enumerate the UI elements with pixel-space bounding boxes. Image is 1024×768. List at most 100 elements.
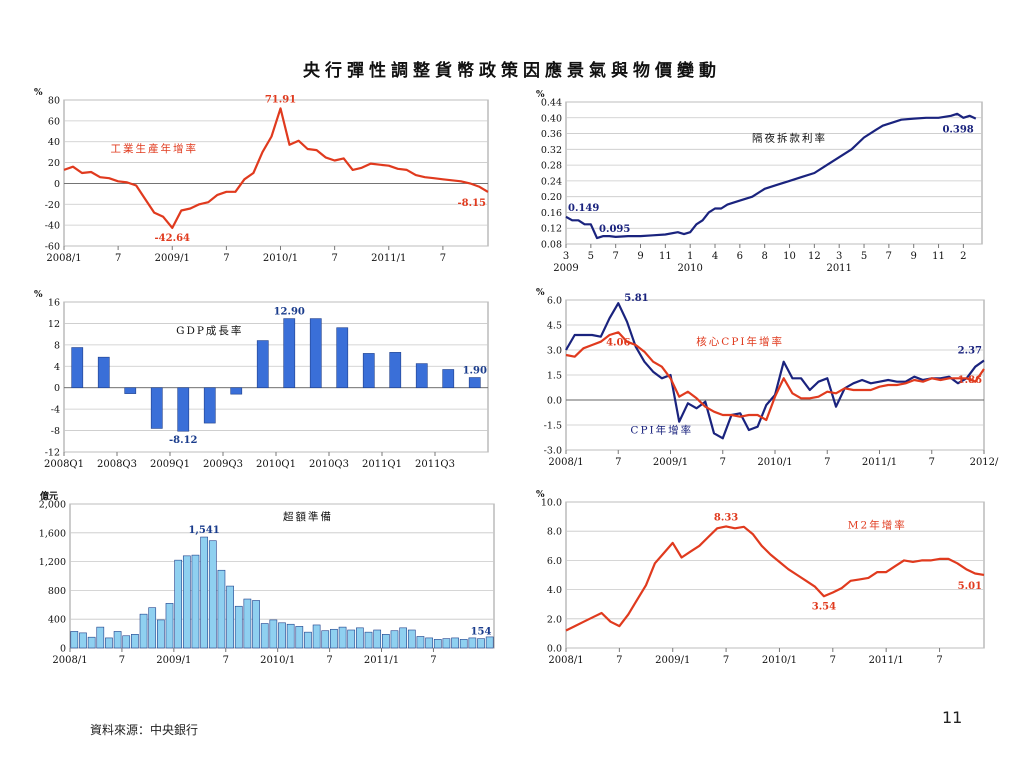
chart-excess-reserves: 2,000 1,600 1,200 800 400 0 億元 2008/1 7 2009/1 7 20…	[28, 486, 498, 678]
data-label: 5.81	[624, 293, 648, 304]
bar	[451, 637, 459, 649]
bar	[459, 639, 468, 649]
bar	[336, 327, 349, 389]
x-tick-label: 11	[659, 251, 672, 262]
x-tick-label: 2009/1	[655, 655, 690, 666]
y-tick-label: -12	[45, 448, 60, 459]
bar	[260, 623, 269, 649]
bar	[124, 387, 137, 394]
series-name-label: 工業生產年增率	[110, 142, 198, 155]
data-label: 1.90	[463, 366, 487, 377]
unit-label: 億元	[40, 490, 58, 502]
data-label: 0.398	[942, 125, 973, 136]
bar	[70, 631, 79, 649]
bar	[425, 637, 433, 649]
y-tick-label: 6.0	[547, 556, 562, 567]
rate-svg: 0.44 0.40 0.36 0.32 0.28 0.24 0.20 0.16 0.12 0.08…	[536, 90, 983, 274]
bar	[399, 627, 407, 649]
x-tick-label: 8	[761, 251, 767, 262]
chart-cpi: 6.0 4.5 3.0 1.5 0.0 -1.5 -3.0% 2008/1 7 2009/1 7 20…	[520, 284, 999, 476]
year-label: 2011	[826, 263, 851, 274]
data-label: 0.095	[599, 224, 630, 235]
y-tick-label: 400	[48, 615, 66, 626]
y-tick-label: 0	[60, 644, 66, 655]
x-tick-label: 2011/1	[869, 655, 904, 666]
bar	[373, 629, 382, 649]
y-tick-label: 800	[48, 586, 66, 597]
y-tick-label: -60	[45, 242, 60, 253]
x-tick-label: 10	[783, 251, 796, 262]
year-label: 2010	[677, 263, 702, 274]
bar	[485, 636, 494, 649]
data-label: 1,541	[188, 525, 219, 536]
x-tick-label: 2011/1	[364, 655, 399, 666]
y-tick-label: -4	[51, 405, 60, 416]
x-tick-label: 3	[836, 251, 842, 262]
bar	[157, 619, 165, 649]
x-tick-label: 7	[430, 655, 436, 666]
data-label: 5.01	[958, 581, 982, 592]
x-tick-label: 7	[223, 253, 229, 264]
data-label: 154	[471, 627, 492, 638]
bar	[286, 623, 295, 649]
x-tick-label: 7	[612, 251, 618, 262]
bar	[468, 637, 477, 649]
x-tick-label: 2009Q3	[203, 459, 243, 470]
x-tick-label: 5	[588, 251, 594, 262]
bar	[131, 634, 139, 649]
x-tick-label: 4	[712, 251, 718, 262]
y-tick-label: -8	[51, 426, 60, 437]
y-tick-label: 20	[48, 158, 60, 169]
x-tick-label: 2010/1	[260, 655, 295, 666]
bar	[309, 318, 322, 389]
chart-industrial-production: 80 60 40 20 0 -20 -40 -60% 2008/1 7 2009/1 7 2010/1 7…	[28, 84, 494, 264]
plot-frame	[565, 101, 983, 245]
series-name-label: M2年增率	[848, 518, 907, 531]
x-tick-label: 2008/1	[52, 655, 87, 666]
bar	[312, 624, 321, 649]
y-tick-label: 6.0	[547, 296, 562, 307]
x-tick-label: 7	[723, 655, 729, 666]
x-tick-label: 1	[687, 251, 693, 262]
bar	[148, 607, 157, 649]
bar	[165, 603, 174, 649]
unit-label: %	[34, 88, 43, 98]
x-tick-label: 2009/1	[156, 655, 191, 666]
bar	[79, 632, 87, 649]
bar	[203, 387, 216, 424]
x-tick-label: 2009Q1	[150, 459, 190, 470]
x-tick-label: 7	[830, 655, 836, 666]
bar	[477, 638, 485, 649]
x-tick-label: 7	[936, 655, 942, 666]
bar	[243, 598, 252, 649]
series-name-label: 超額準備	[283, 510, 333, 523]
x-tick-label: 2011/1	[371, 253, 406, 264]
series-line-1	[565, 331, 985, 422]
series-name-label: CPI年增率	[630, 423, 693, 436]
y-tick-label: -20	[45, 200, 60, 211]
y-tick-label: 0.08	[541, 240, 562, 251]
x-tick-label: 9	[637, 251, 643, 262]
x-tick-label: 12	[808, 251, 821, 262]
cpi-svg: 6.0 4.5 3.0 1.5 0.0 -1.5 -3.0% 2008/1 7 2009/1 7 20…	[536, 288, 999, 468]
x-tick-label: 2	[960, 251, 966, 262]
y-tick-label: 60	[48, 116, 60, 127]
x-tick-label: 7	[326, 655, 332, 666]
bar	[468, 377, 481, 389]
x-tick-label: 2008/1	[548, 655, 583, 666]
y-tick-label: 0.20	[541, 192, 562, 203]
bar	[122, 635, 131, 649]
chart-gdp-growth: 16 12 8 4 0 -4 -8 -12% 2008Q1 2008Q3 2009Q1 2009Q3 2…	[28, 284, 494, 478]
unit-label: %	[536, 90, 545, 100]
x-tick-label: 6	[737, 251, 743, 262]
x-tick-label: 9	[911, 251, 917, 262]
plot-frame	[565, 501, 985, 649]
bar	[283, 318, 296, 389]
bar	[113, 631, 122, 649]
y-tick-label: 4.5	[547, 321, 562, 332]
unit-label: %	[34, 290, 43, 300]
x-tick-label: 2010/1	[762, 655, 797, 666]
x-tick-label: 2011/1	[862, 457, 897, 468]
bar	[208, 540, 217, 649]
x-tick-label: 7	[119, 655, 125, 666]
